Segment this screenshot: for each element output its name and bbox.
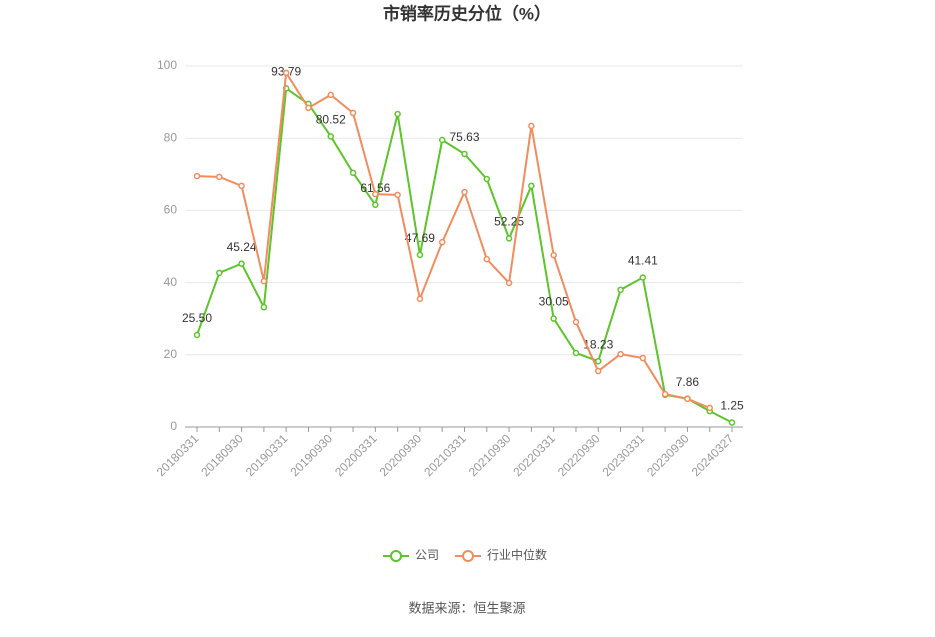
point: [706, 404, 713, 412]
point: [260, 277, 268, 285]
point: [505, 235, 513, 242]
point: [505, 279, 513, 287]
x-tick-label: 20210331: [421, 431, 469, 479]
data-label: 47.69: [405, 231, 435, 245]
data-label: 45.24: [227, 240, 257, 254]
point: [639, 274, 647, 281]
point: [438, 136, 446, 144]
point: [639, 354, 647, 362]
point: [349, 109, 357, 117]
y-tick-label: 80: [164, 130, 178, 144]
point: [416, 295, 424, 303]
point: [282, 69, 290, 77]
point: [528, 182, 535, 190]
y-tick-label: 40: [164, 275, 178, 289]
point: [238, 260, 245, 267]
data-label: 61.56: [360, 181, 390, 195]
x-tick-label: 20200930: [377, 431, 425, 479]
point: [394, 191, 401, 199]
x-tick-label: 20230930: [644, 431, 692, 479]
data-label: 41.41: [628, 254, 658, 268]
data-label: 1.25: [720, 399, 744, 413]
source: 数据来源：恒生聚源: [408, 600, 525, 615]
data-label: 7.86: [676, 375, 700, 389]
point: [438, 238, 446, 246]
point: [216, 269, 223, 277]
point: [372, 201, 379, 209]
point: [595, 367, 602, 375]
point: [327, 133, 334, 140]
data-label: 75.63: [449, 130, 479, 144]
point: [193, 172, 201, 180]
y-tick-label: 60: [164, 203, 178, 217]
y-tick-label: 100: [157, 58, 177, 72]
legend-label: 行业中位数: [487, 547, 547, 562]
x-tick-label: 20210930: [466, 431, 514, 479]
x-tick-label: 20240327: [689, 431, 737, 479]
x-tick-label: 20180331: [154, 431, 202, 479]
point: [728, 419, 736, 426]
point: [483, 255, 491, 263]
data-label: 25.50: [182, 311, 212, 325]
y-tick-label: 0: [170, 419, 177, 433]
point: [193, 331, 201, 339]
x-tick-label: 20200331: [332, 431, 380, 479]
point: [461, 150, 468, 158]
data-label: 18.23: [583, 337, 613, 351]
point: [305, 104, 312, 112]
x-tick-label: 20190331: [243, 431, 291, 479]
point: [550, 315, 557, 322]
chart-title: 市销率历史分位（%）: [383, 3, 551, 23]
point: [260, 303, 268, 311]
y-tick-label: 20: [164, 347, 178, 361]
x-tick-label: 20220930: [555, 431, 603, 479]
point: [216, 173, 223, 181]
x-tick-label: 20220331: [510, 431, 558, 479]
x-tick-label: 20180930: [198, 431, 246, 479]
data-label: 80.52: [316, 112, 346, 126]
point: [238, 182, 245, 190]
series-line: [196, 69, 711, 409]
point: [684, 395, 691, 403]
point: [394, 110, 401, 118]
point: [572, 349, 580, 357]
point: [661, 390, 669, 398]
data-label: 52.25: [494, 215, 524, 229]
data-label: 30.05: [539, 295, 569, 309]
point: [416, 251, 424, 259]
point: [327, 91, 334, 99]
x-tick-label: 20190930: [287, 431, 335, 479]
point: [617, 286, 624, 294]
x-tick-label: 20230331: [600, 431, 648, 479]
point: [528, 122, 535, 130]
point: [617, 350, 624, 358]
legend-marker: [390, 550, 402, 562]
point: [572, 318, 580, 326]
legend-marker: [462, 550, 475, 562]
point: [461, 188, 468, 196]
point: [550, 251, 557, 259]
point: [483, 175, 491, 183]
point: [349, 169, 357, 177]
point: [595, 357, 602, 365]
point: [372, 190, 379, 198]
legend-label: 公司: [415, 548, 439, 562]
